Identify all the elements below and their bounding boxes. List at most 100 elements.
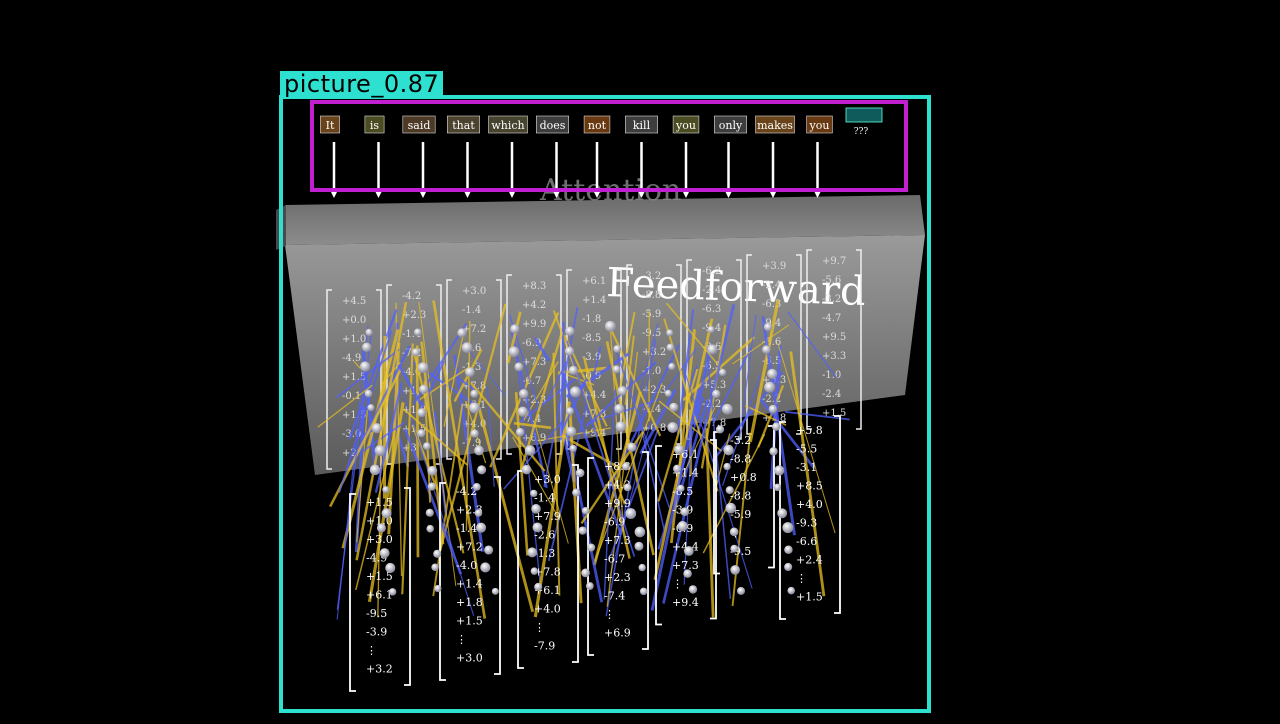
- token-4: which: [489, 116, 528, 133]
- vector-value: -6.6: [796, 535, 817, 548]
- node-sphere: [426, 525, 434, 533]
- node-sphere: [730, 545, 738, 553]
- vector-value: -7.4: [604, 590, 625, 603]
- node-sphere: [365, 390, 373, 398]
- node-sphere: [677, 485, 684, 492]
- node-sphere: [576, 469, 585, 478]
- token-8: you: [673, 116, 699, 133]
- token-label: makes: [757, 119, 793, 132]
- node-sphere: [569, 445, 576, 452]
- vector-value: +9.9: [522, 319, 546, 330]
- node-sphere: [380, 548, 390, 558]
- node-sphere: [569, 366, 578, 375]
- node-sphere: [417, 429, 425, 437]
- bracket-left: [656, 446, 662, 625]
- node-sphere: [385, 563, 395, 573]
- node-sphere: [673, 465, 681, 473]
- node-sphere: [572, 489, 580, 497]
- vector-value: -9.5: [642, 328, 661, 339]
- node-sphere: [510, 324, 519, 333]
- node-sphere: [514, 362, 523, 371]
- node-sphere: [684, 546, 694, 556]
- vector-value: +3.2: [366, 663, 393, 676]
- node-sphere: [516, 428, 525, 437]
- node-sphere: [565, 326, 574, 335]
- token-label: said: [408, 119, 431, 132]
- vector-value: +1.5: [366, 496, 393, 509]
- vector-value: +2.3: [402, 310, 426, 321]
- node-sphere: [570, 386, 581, 397]
- node-sphere: [605, 321, 616, 332]
- node-sphere: [414, 328, 422, 336]
- node-sphere: [784, 563, 792, 571]
- vector-value: ⋮: [456, 633, 467, 646]
- node-sphere: [465, 367, 475, 377]
- node-sphere: [668, 363, 675, 370]
- vector-value: +6.1: [366, 589, 393, 602]
- node-sphere: [774, 484, 781, 491]
- node-sphere: [419, 385, 428, 394]
- vector-value: -5.9: [642, 309, 661, 320]
- node-sphere: [665, 390, 672, 397]
- vector-value: +0.0: [342, 315, 366, 326]
- vector-value: +3.3: [822, 351, 846, 362]
- node-sphere: [769, 447, 777, 455]
- vector-value: +3.0: [462, 286, 486, 297]
- node-sphere: [434, 585, 441, 592]
- node-sphere: [360, 361, 370, 371]
- vector-value: -3.1: [796, 461, 817, 474]
- vector-value: +5.8: [796, 424, 823, 437]
- vector-value: ⋮: [672, 578, 683, 591]
- node-sphere: [723, 463, 730, 470]
- token-6: not: [584, 116, 610, 133]
- node-sphere: [777, 508, 787, 518]
- vector-value: +1.4: [582, 295, 606, 306]
- query-token-label: ???: [854, 127, 869, 137]
- vector-value: +2.4: [796, 554, 823, 567]
- node-sphere: [624, 484, 632, 492]
- token-5: does: [536, 116, 568, 133]
- node-sphere: [382, 508, 392, 518]
- node-sphere: [509, 346, 520, 357]
- node-sphere: [484, 545, 493, 554]
- node-sphere: [428, 483, 436, 491]
- vector-value: -1.3: [534, 547, 555, 560]
- vector-value: ⋮: [366, 644, 377, 657]
- node-sphere: [389, 588, 396, 595]
- node-sphere: [469, 402, 480, 413]
- vector-value: -6.9: [604, 516, 625, 529]
- node-sphere: [565, 347, 574, 356]
- block-title: Feedforward: [606, 260, 867, 315]
- vector-value: -2.4: [762, 280, 781, 291]
- vector-value: +7.3: [604, 534, 631, 547]
- vector-value: +1.5: [796, 591, 823, 604]
- node-sphere: [639, 564, 646, 571]
- vector-value: +3.0: [534, 473, 561, 486]
- vector-value: -3.2: [642, 271, 661, 282]
- node-sphere: [669, 403, 678, 412]
- vector-value: -4.7: [822, 313, 841, 324]
- node-sphere: [470, 390, 478, 398]
- node-sphere: [475, 509, 483, 517]
- node-sphere: [725, 503, 736, 514]
- node-sphere: [417, 408, 426, 417]
- bracket-right: [834, 416, 840, 613]
- vector-value: -5.5: [796, 443, 817, 456]
- vector-value: -2.4: [702, 285, 721, 296]
- vector-value: +3.9: [762, 261, 786, 272]
- node-sphere: [525, 445, 536, 456]
- vector-value: -3.2: [730, 434, 751, 447]
- vector-value: +2.3: [604, 571, 631, 584]
- token-label: It: [326, 119, 335, 132]
- bracket-right: [642, 452, 648, 649]
- node-sphere: [683, 569, 691, 577]
- node-sphere: [527, 547, 537, 557]
- token-3: that: [447, 116, 479, 133]
- node-sphere: [723, 445, 734, 456]
- node-sphere: [737, 587, 745, 595]
- front-vector-2: +3.0-1.4+7.9-2.6-1.3+7.8+6.1+4.0⋮-7.9: [518, 465, 578, 668]
- node-sphere: [476, 523, 486, 533]
- vector-value: -3.9: [366, 626, 387, 639]
- node-sphere: [480, 562, 490, 572]
